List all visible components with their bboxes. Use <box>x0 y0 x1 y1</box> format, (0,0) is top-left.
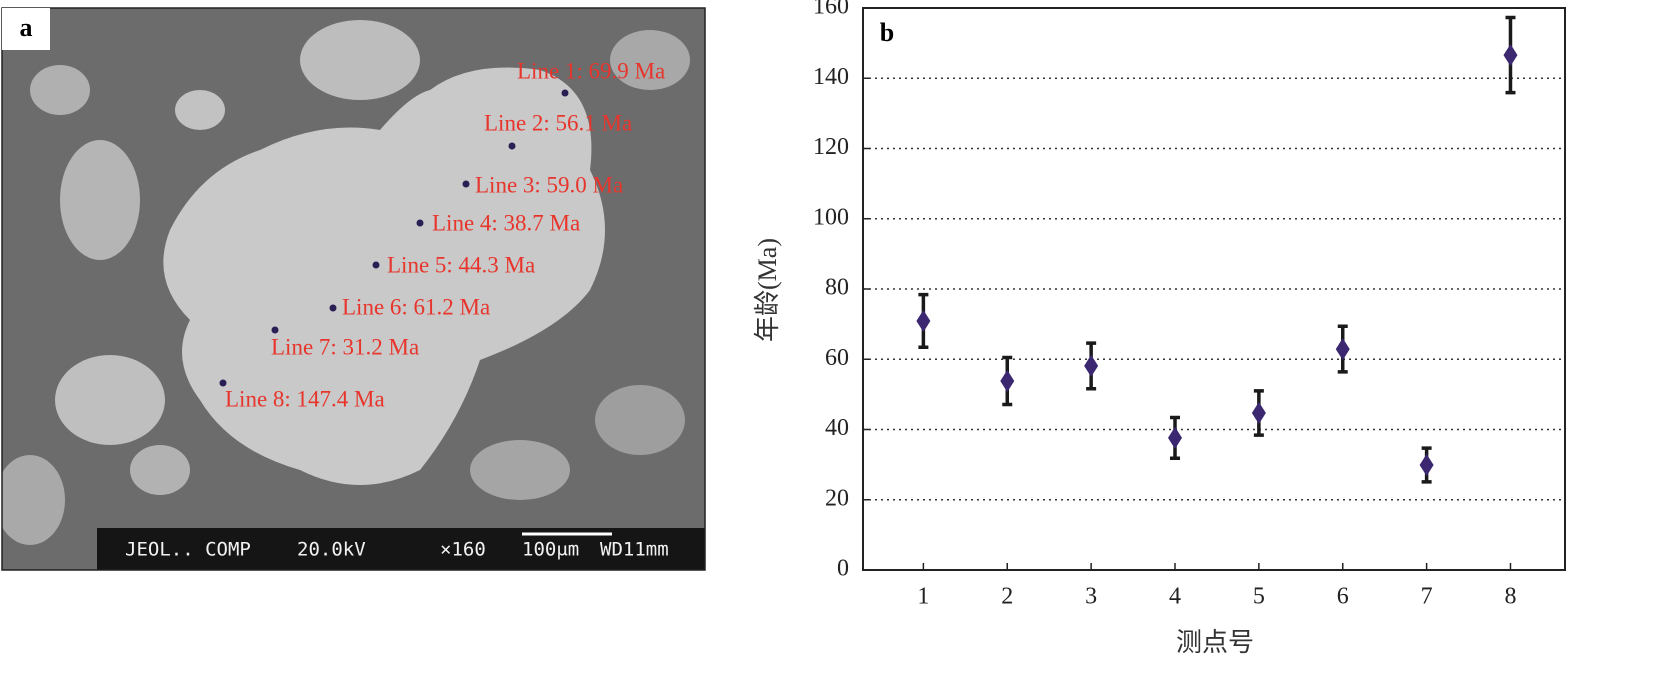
sem-image <box>2 8 705 570</box>
point <box>916 309 931 332</box>
x-tick-label: 3 <box>1085 584 1097 610</box>
panel-label-box <box>2 8 50 50</box>
info-text: 20.0kV <box>297 539 366 561</box>
y-tick-label: 80 <box>825 275 849 301</box>
spot-label: Line 2: 56.1 Ma <box>484 110 632 135</box>
x-tick-label: 7 <box>1421 584 1433 610</box>
spot-label: Line 5: 44.3 Ma <box>387 252 535 277</box>
x-axis-label: 测点号 <box>1176 628 1254 657</box>
y-tick-label: 120 <box>813 134 849 160</box>
panel-label: a <box>20 13 33 42</box>
point <box>1168 426 1182 449</box>
plot-frame <box>862 7 1566 571</box>
point <box>1251 401 1266 424</box>
spot-label: Line 1: 69.9 Ma <box>517 58 665 83</box>
point <box>1000 370 1015 393</box>
spot-label: Line 6: 61.2 Ma <box>342 294 490 319</box>
y-tick-label: 160 <box>813 0 849 20</box>
y-tick-label: 40 <box>825 415 849 441</box>
x-tick-label: 6 <box>1337 584 1349 610</box>
info-text: ×160 <box>440 539 486 561</box>
x-tick-label: 1 <box>917 584 929 610</box>
x-tick-label: 2 <box>1001 584 1013 610</box>
y-tick-label: 20 <box>825 485 849 511</box>
y-tick-label: 100 <box>813 204 849 230</box>
y-axis-label: 年龄(Ma) <box>753 238 782 342</box>
y-tick-label: 140 <box>813 64 849 90</box>
spot-label: Line 8: 147.4 Ma <box>225 386 385 411</box>
point <box>1503 44 1518 67</box>
x-tick-label: 5 <box>1253 584 1265 610</box>
spot <box>508 142 516 150</box>
point <box>1335 338 1350 361</box>
spot <box>329 304 337 312</box>
point <box>1084 354 1099 377</box>
x-tick-label: 4 <box>1169 584 1181 610</box>
spot <box>271 326 279 334</box>
spot-label: Line 7: 31.2 Ma <box>271 334 419 359</box>
image-frame <box>1 7 706 571</box>
spot-label: Line 4: 38.7 Ma <box>432 210 580 235</box>
spot <box>462 180 470 188</box>
spot <box>372 261 380 269</box>
info-text: WD11mm <box>600 539 669 561</box>
y-tick-label: 0 <box>837 556 849 582</box>
spot <box>219 379 227 387</box>
spot <box>561 89 569 97</box>
spot <box>416 219 424 227</box>
x-tick-label: 8 <box>1504 584 1516 610</box>
info-text: JEOL.. COMP <box>125 539 251 561</box>
y-tick-label: 60 <box>825 345 849 371</box>
point <box>1419 453 1434 476</box>
panel-label: b <box>880 18 894 47</box>
spot-label: Line 3: 59.0 Ma <box>475 172 623 197</box>
info-text: 100μm <box>522 539 579 561</box>
